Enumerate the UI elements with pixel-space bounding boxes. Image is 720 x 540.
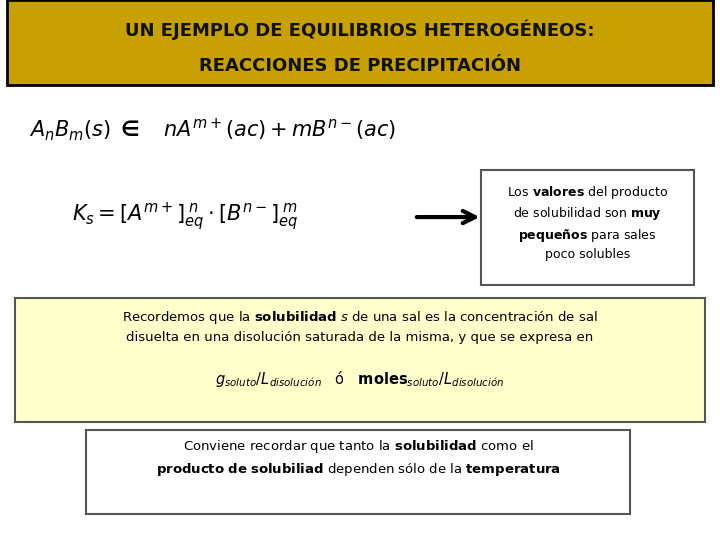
- Bar: [15, 298, 705, 422]
- Text: $K_s=\left[A^{m+}\right]_{eq}^{\;n}\cdot\left[B^{n-}\right]_{eq}^{\;m}$: $K_s=\left[A^{m+}\right]_{eq}^{\;n}\cdot…: [72, 201, 298, 233]
- Bar: [7, 0, 713, 85]
- Text: Recordemos que la $\mathbf{solubilidad}$ $\mathit{s}$ de una sal es la concentra: Recordemos que la $\mathbf{solubilidad}$…: [122, 309, 598, 344]
- Text: Conviene recordar que tanto la $\mathbf{solubilidad}$ como el
$\mathbf{producto\: Conviene recordar que tanto la $\mathbf{…: [156, 438, 561, 478]
- Text: $A_nB_m(s)\;\mathbf{\in}\quad nA^{m+}(ac)+mB^{n-}(ac)$: $A_nB_m(s)\;\mathbf{\in}\quad nA^{m+}(ac…: [29, 116, 396, 143]
- Text: UN EJEMPLO DE EQUILIBRIOS HETEROGÉNEOS:: UN EJEMPLO DE EQUILIBRIOS HETEROGÉNEOS:: [125, 19, 595, 40]
- Bar: [86, 430, 630, 514]
- Bar: [481, 170, 694, 285]
- Text: REACCIONES DE PRECIPITACIÓN: REACCIONES DE PRECIPITACIÓN: [199, 57, 521, 75]
- Text: $\mathit{g}_{soluto}/L_{disolución}$   ó   $\mathbf{moles}_{soluto}/\mathit{L}_{: $\mathit{g}_{soluto}/L_{disolución}$ ó $…: [215, 369, 505, 389]
- Text: Los $\mathbf{valores}$ del producto
de solubilidad son $\mathbf{muy}$
$\mathbf{p: Los $\mathbf{valores}$ del producto de s…: [507, 184, 668, 261]
